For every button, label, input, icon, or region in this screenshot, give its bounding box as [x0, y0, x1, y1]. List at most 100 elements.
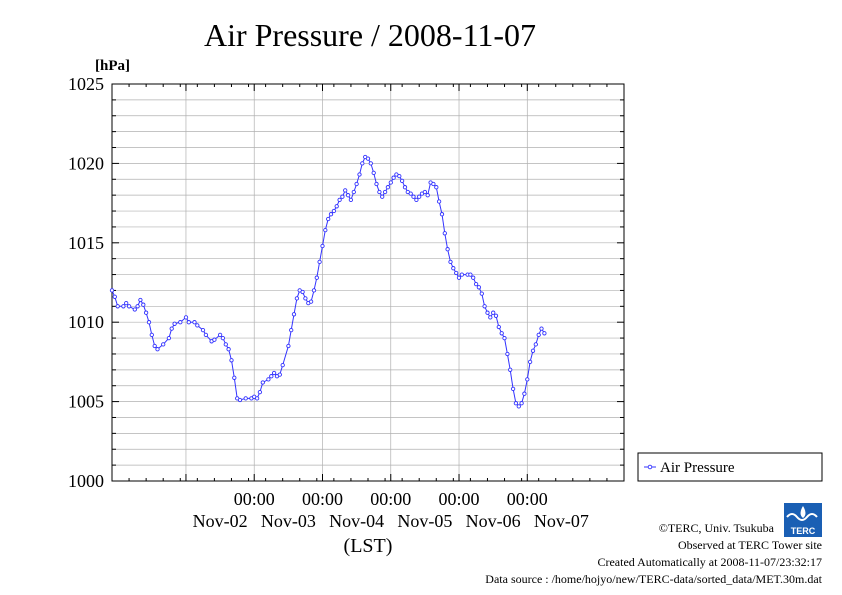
data-point [269, 374, 274, 379]
data-point [303, 296, 308, 301]
data-point [291, 312, 297, 317]
x-tick-time-label: 00:00 [234, 489, 275, 509]
data-point [217, 332, 223, 338]
data-point [334, 204, 339, 209]
data-point [360, 161, 365, 166]
data-point [459, 272, 465, 277]
x-tick-date-label: Nov-03 [261, 511, 316, 531]
data-point [380, 194, 385, 199]
data-point [178, 320, 183, 325]
data-point [232, 375, 237, 380]
data-point [229, 358, 234, 363]
observed-text: Observed at TERC Tower site [677, 538, 822, 552]
data-point [326, 216, 331, 222]
data-point [476, 285, 482, 290]
legend-box [637, 452, 823, 482]
data-point [331, 208, 337, 214]
data-point [411, 194, 416, 199]
data-point [473, 281, 479, 287]
x-tick-date-label: Nov-06 [466, 511, 521, 531]
data-point [260, 380, 265, 385]
data-point [337, 197, 342, 203]
data-point [502, 335, 507, 341]
data-point [161, 342, 166, 347]
data-point [280, 362, 285, 368]
data-point [374, 181, 379, 187]
y-tick-label: 1020 [68, 153, 104, 173]
data-point [499, 331, 504, 336]
data-point [351, 189, 356, 195]
x-axis-label: (LST) [344, 535, 393, 557]
x-tick-date-label: Nov-07 [534, 511, 589, 531]
data-point [277, 372, 282, 377]
data-point [542, 331, 547, 336]
data-point [385, 185, 391, 190]
data-point [527, 359, 533, 365]
data-point [414, 197, 419, 203]
y-tick-label: 1000 [68, 471, 104, 491]
data-point [183, 315, 189, 320]
y-tick-label: 1025 [68, 74, 104, 94]
chart-title: Air Pressure / 2008-11-07 [204, 17, 536, 53]
data-point [135, 304, 140, 309]
x-tick-date-label: Nov-04 [329, 511, 384, 531]
x-tick-date-label: Nov-05 [397, 511, 452, 531]
data-point [417, 194, 422, 199]
data-point [271, 370, 277, 376]
data-point [354, 181, 359, 187]
data-point [212, 337, 217, 342]
data-point [368, 161, 373, 166]
data-point [166, 335, 172, 341]
data-point [431, 181, 436, 187]
legend-marker-icon [647, 464, 653, 470]
data-point [382, 189, 388, 195]
data-point [371, 170, 376, 176]
data-point [343, 188, 348, 193]
y-tick-label: 1005 [68, 392, 104, 412]
data-point [132, 307, 137, 312]
data-point [254, 396, 260, 401]
x-tick-time-label: 00:00 [302, 489, 343, 509]
data-point [388, 180, 393, 185]
data-point [533, 342, 538, 347]
data-point [192, 320, 197, 325]
source-text: Data source : /home/hojyo/new/TERC-data/… [485, 572, 822, 586]
data-point [357, 172, 362, 177]
data-point [525, 377, 530, 382]
data-point [320, 243, 325, 249]
y-tick-label: 1010 [68, 312, 104, 332]
data-point [365, 156, 371, 161]
data-point [223, 342, 228, 347]
logo-drop-icon [800, 506, 806, 518]
data-point [377, 189, 382, 195]
axes: 1000 1005 1010 1015 1020 1025 00:00 00:00 00:00 0… [68, 74, 625, 531]
data-point [115, 304, 120, 309]
data-point [454, 270, 459, 276]
data-point [266, 377, 271, 382]
data-point [311, 288, 317, 293]
logo-wave-icon [786, 513, 818, 521]
data-point [143, 310, 149, 315]
y-tick-label: 1015 [68, 233, 104, 253]
data-point [237, 397, 243, 403]
data-point [445, 247, 450, 252]
data-point [425, 193, 430, 198]
data-point [149, 332, 154, 338]
data-point [314, 275, 319, 280]
data-point [289, 327, 294, 333]
data-point [294, 296, 300, 301]
y-axis-unit-label: [hPa] [95, 58, 130, 74]
x-tick-time-label: 00:00 [439, 489, 480, 509]
data-point [124, 300, 129, 306]
data-point [203, 332, 209, 338]
data-point [402, 185, 408, 190]
data-point [141, 302, 146, 307]
data-point [146, 320, 152, 325]
data-point [121, 304, 126, 309]
data-point [536, 332, 541, 338]
logo-text: TERC [791, 526, 816, 536]
data-point [482, 304, 487, 309]
data-point [348, 197, 354, 203]
x-tick-time-label: 00:00 [370, 489, 411, 509]
